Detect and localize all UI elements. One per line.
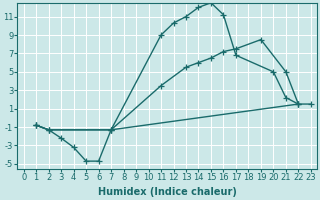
X-axis label: Humidex (Indice chaleur): Humidex (Indice chaleur) (98, 187, 237, 197)
